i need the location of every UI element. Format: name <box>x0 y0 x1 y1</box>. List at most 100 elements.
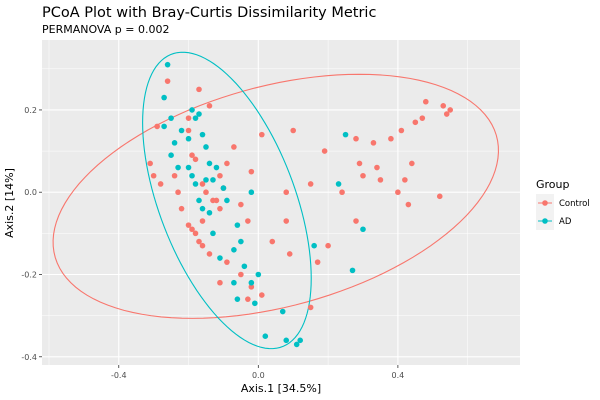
y-tick-label: -0.2 <box>21 270 37 279</box>
point-ad <box>178 127 185 134</box>
point-control <box>314 259 321 265</box>
point-ad <box>262 333 269 340</box>
point-control <box>402 177 408 183</box>
point-ad <box>168 152 174 158</box>
axis-ticks: -0.4 0.0 0.4 -0.4 -0.2 0.0 0.2 <box>21 106 404 380</box>
point-ad <box>192 115 199 121</box>
point-control <box>224 259 230 265</box>
point-control <box>353 218 359 224</box>
point-ad <box>210 230 216 237</box>
legend-key-ad-point <box>542 218 548 224</box>
point-control <box>395 189 401 196</box>
point-control <box>398 127 405 134</box>
chart-subtitle: PERMANOVA p = 0.002 <box>42 23 169 36</box>
point-control <box>154 123 160 130</box>
point-ad <box>196 111 202 117</box>
point-ad <box>161 94 167 101</box>
point-control <box>374 164 380 171</box>
point-control <box>447 107 454 113</box>
point-control <box>217 205 223 212</box>
legend-title: Group <box>536 178 570 191</box>
point-ad <box>234 296 241 302</box>
point-control <box>192 156 199 163</box>
point-ad <box>192 181 199 187</box>
point-control <box>164 78 171 84</box>
point-control <box>419 115 426 121</box>
point-ad <box>213 164 220 171</box>
point-control <box>325 242 331 249</box>
point-control <box>360 172 366 179</box>
minor-gridlines <box>42 40 520 365</box>
point-ad <box>252 300 258 307</box>
plot-panel <box>42 40 520 365</box>
point-control <box>217 279 223 286</box>
point-ad <box>279 308 286 315</box>
legend-key-control-point <box>542 200 548 206</box>
legend: Group Control AD <box>536 178 590 230</box>
point-control <box>203 189 209 196</box>
legend-label-ad: AD <box>559 217 572 227</box>
point-control <box>356 160 363 167</box>
point-control <box>377 177 384 183</box>
point-control <box>175 189 181 196</box>
point-ad <box>283 337 290 344</box>
point-ad <box>231 279 237 286</box>
point-control <box>248 284 255 290</box>
point-control <box>224 160 230 167</box>
point-control <box>171 172 178 179</box>
point-control <box>259 131 265 138</box>
point-control <box>290 127 297 134</box>
point-control <box>283 218 290 224</box>
y-tick-label: 0.0 <box>24 188 37 197</box>
point-control <box>185 115 192 121</box>
point-control <box>206 251 213 257</box>
point-ad <box>234 222 241 228</box>
point-control <box>189 226 195 233</box>
point-ad <box>231 247 237 253</box>
point-ad <box>297 337 303 344</box>
point-ad <box>248 189 255 196</box>
point-ad <box>311 242 317 249</box>
point-control <box>217 172 223 179</box>
x-tick-label: -0.4 <box>111 371 127 380</box>
point-control <box>147 160 153 167</box>
point-ad <box>189 107 195 113</box>
point-control <box>412 119 419 126</box>
point-control <box>196 86 202 93</box>
point-control <box>206 103 213 109</box>
point-ad <box>210 177 216 183</box>
point-ad <box>203 177 209 183</box>
x-tick-label: 0.4 <box>392 371 405 380</box>
point-ad <box>171 140 178 146</box>
point-control <box>370 140 377 146</box>
point-control <box>443 111 450 117</box>
point-control <box>248 168 255 175</box>
point-control <box>388 135 394 142</box>
point-control <box>286 251 293 257</box>
x-tick-label: 0.0 <box>252 371 265 380</box>
point-control <box>440 103 447 109</box>
point-ad <box>168 115 174 121</box>
point-control <box>307 304 314 311</box>
point-ad <box>248 279 255 286</box>
point-ad <box>175 164 181 171</box>
point-ad <box>206 209 213 216</box>
point-control <box>321 148 328 154</box>
point-control <box>339 189 345 196</box>
point-control <box>259 292 265 298</box>
point-control <box>436 193 443 200</box>
point-control <box>213 197 220 204</box>
point-control <box>353 135 359 142</box>
y-tick-label: -0.4 <box>21 353 37 362</box>
data-points <box>147 61 454 348</box>
point-control <box>196 238 202 245</box>
point-control <box>199 181 206 187</box>
point-control <box>245 296 251 302</box>
point-ad <box>238 238 244 245</box>
ellipse-ad <box>142 51 312 350</box>
point-ad <box>161 123 167 130</box>
point-control <box>189 152 195 158</box>
point-ad <box>185 135 192 142</box>
x-axis-label: Axis.1 [34.5%] <box>241 382 321 395</box>
point-ad <box>293 341 300 348</box>
